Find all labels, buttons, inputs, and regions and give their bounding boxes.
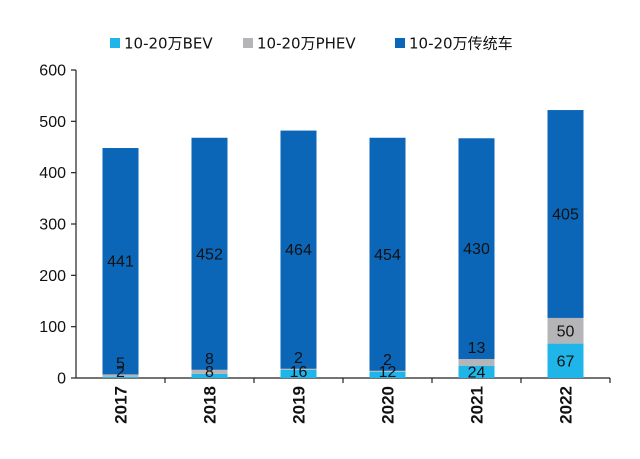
bar-2019-series-0 <box>280 369 317 378</box>
data-label-2017-series-2: 441 <box>107 254 134 271</box>
data-label-2020-series-1: 2 <box>383 352 392 369</box>
y-tick-label-6: 600 <box>39 63 66 80</box>
data-label-2022-series-2: 405 <box>552 206 579 223</box>
bar-2021-series-0 <box>458 365 495 378</box>
x-tick-label-2018: 2018 <box>201 386 220 424</box>
y-tick-label-4: 400 <box>39 165 66 182</box>
data-label-2021-series-1: 13 <box>468 340 486 357</box>
data-label-2021-series-0: 24 <box>468 364 486 381</box>
x-axis: 2017 2018 2019 2020 2021 2022 <box>76 377 611 424</box>
y-tick-label-0: 0 <box>57 371 66 388</box>
data-label-2018-series-2: 452 <box>196 246 223 263</box>
y-tick-label-3: 300 <box>39 217 66 234</box>
y-tick-label-2: 200 <box>39 268 66 285</box>
data-label-2021-series-2: 430 <box>463 241 490 258</box>
bar-2020-series-1 <box>369 370 406 372</box>
data-label-2022-series-1: 50 <box>557 323 575 340</box>
bar-2019-series-2 <box>280 130 317 369</box>
legend: 10-20万BEV 10-20万PHEV 10-20万传统车 <box>110 35 513 53</box>
bar-2018-series-1 <box>191 369 228 374</box>
bar-2021-series-2 <box>458 138 495 360</box>
data-label-2020-series-2: 454 <box>374 247 401 264</box>
data-label-2022-series-0: 67 <box>557 353 575 370</box>
data-label-2017-series-0: 2 <box>116 364 125 381</box>
x-tick-label-2020: 2020 <box>379 386 398 424</box>
data-label-2018-series-0: 8 <box>205 364 214 381</box>
legend-label-1: 10-20万PHEV <box>257 35 356 53</box>
bar-2022-series-0 <box>547 343 584 378</box>
data-label-2018-series-1: 8 <box>205 351 214 368</box>
bar-2022-series-2 <box>547 110 584 318</box>
x-tick-label-2022: 2022 <box>557 386 576 424</box>
bar-2021-series-1 <box>458 359 495 366</box>
x-tick-label-2017: 2017 <box>112 386 131 424</box>
bars <box>102 110 584 378</box>
bar-2017-series-1 <box>102 374 139 377</box>
y-tick-label-1: 100 <box>39 319 66 336</box>
legend-swatch-1 <box>243 38 253 48</box>
y-tick-label-5: 500 <box>39 114 66 131</box>
x-tick-label-2019: 2019 <box>290 386 309 424</box>
data-label-2019-series-0: 16 <box>290 364 308 381</box>
legend-swatch-2 <box>395 38 405 48</box>
legend-label-2: 10-20万传统车 <box>409 35 513 53</box>
x-tick-label-2021: 2021 <box>468 386 487 424</box>
legend-swatch-0 <box>110 38 120 48</box>
bar-2018-series-0 <box>191 373 228 378</box>
data-label-2019-series-2: 464 <box>285 242 312 259</box>
data-label-2017-series-1: 5 <box>116 355 125 372</box>
bar-2019-series-1 <box>280 368 317 370</box>
bar-2018-series-2 <box>191 137 228 370</box>
bar-2017-series-0 <box>102 376 139 378</box>
bar-2017-series-2 <box>102 148 139 375</box>
bar-2022-series-1 <box>547 317 584 344</box>
data-label-2020-series-0: 12 <box>379 364 397 381</box>
y-axis: 0 100 200 300 400 500 600 <box>39 63 77 388</box>
data-label-2019-series-1: 2 <box>294 350 303 367</box>
bar-2020-series-0 <box>369 371 406 378</box>
legend-label-0: 10-20万BEV <box>124 35 213 53</box>
bar-2020-series-2 <box>369 137 406 371</box>
